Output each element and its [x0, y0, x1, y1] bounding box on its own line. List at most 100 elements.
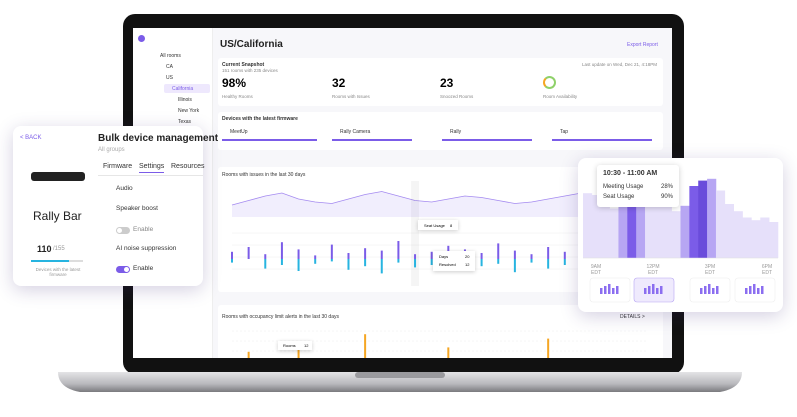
device-name: Rally Bar [33, 209, 82, 223]
back-button[interactable]: < BACK [20, 135, 42, 141]
toggle-off[interactable] [116, 227, 130, 234]
card-subtitle: All groups [98, 147, 125, 153]
device-name: Rally Camera [340, 129, 371, 135]
details-link[interactable]: DETAILS > [620, 314, 645, 320]
x-tick-label: 3PM [705, 264, 715, 270]
usage-bar [636, 193, 646, 258]
stat-value: 98% [222, 76, 247, 90]
issue-bar [297, 249, 300, 259]
issue-bar [330, 244, 333, 259]
resolved-bar [397, 259, 400, 263]
issue-bar [530, 254, 533, 259]
snapshot-panel: Current Snapshot 151 rooms with 235 devi… [218, 58, 663, 106]
usage-bar [662, 204, 672, 258]
usage-bar [609, 208, 619, 258]
resolved-bar [563, 259, 566, 265]
stat-label: Room Availability [543, 94, 578, 99]
firmware-title: Devices with the latest firmware [222, 116, 298, 122]
tab-active[interactable]: Settings [139, 163, 165, 173]
usage-bar [742, 217, 752, 258]
device-name: MeetUp [230, 129, 248, 135]
tooltip-value: 20 [465, 254, 470, 259]
firmware-panel: Devices with the latest firmware MeetUp … [218, 112, 663, 150]
usage-bar [627, 196, 637, 258]
toggle-on[interactable] [116, 266, 130, 273]
tree-item[interactable]: New York [178, 108, 200, 114]
usage-bar [689, 186, 699, 258]
usage-bar [715, 190, 726, 258]
progress [332, 139, 412, 141]
tree-item[interactable]: US [166, 75, 173, 81]
tooltip-value: 28% [661, 184, 674, 190]
resolved-bar [497, 259, 500, 264]
thumbnail-bar [700, 288, 703, 294]
issue-bar [247, 247, 250, 259]
section-title: Audio [116, 185, 133, 192]
issue-bar [563, 251, 566, 259]
snapshot-subtitle: 151 rooms with 235 devices [222, 68, 278, 73]
issue-bar [231, 251, 233, 259]
x-tick-label: EDT [762, 270, 772, 276]
thumbnail-bar [656, 288, 659, 294]
resolved-bar [347, 259, 350, 270]
usage-bar [653, 195, 664, 258]
progress [222, 139, 317, 141]
device-count: 110 [37, 244, 52, 254]
tooltip-value: 90% [661, 194, 674, 200]
resolved-bar [547, 259, 550, 269]
toggle-label: Enable [133, 265, 154, 272]
tooltip-label: Seat Usage [603, 194, 635, 200]
page-title: US/California [220, 39, 283, 50]
availability-ring [543, 76, 556, 89]
thumbnail-bar [648, 286, 651, 294]
tree-item[interactable]: CA [166, 64, 173, 70]
snapshot-title: Current Snapshot [222, 62, 265, 68]
count-label: Devices with the latest firmware [35, 267, 81, 277]
resolved-bar [314, 259, 317, 264]
issue-bar [314, 255, 317, 259]
progress-track [31, 260, 83, 262]
hover-band [411, 181, 420, 286]
occupancy-bar [247, 351, 250, 358]
stat-value: 32 [332, 76, 346, 90]
device-total: /155 [53, 246, 65, 252]
device-name: Rally [450, 129, 462, 135]
resolved-bar [414, 259, 417, 268]
tree-item[interactable]: Texas [178, 119, 192, 125]
thumbnail-bar [745, 288, 748, 294]
usage-bar [760, 217, 770, 258]
thumbnail-bar [608, 284, 611, 294]
thumbnail-bar [604, 286, 607, 294]
resolved-bar [380, 259, 383, 274]
x-tick-label: EDT [591, 270, 601, 276]
resolved-bar [280, 259, 283, 265]
logo [138, 35, 145, 42]
thumbnail-bar [749, 286, 752, 294]
thumbnail-bar [612, 288, 615, 294]
export-button[interactable]: Export Report [627, 42, 658, 48]
resolved-bar [297, 259, 300, 271]
laptop-base [58, 372, 742, 392]
progress [552, 139, 652, 141]
usage-bar [583, 193, 593, 258]
issue-bar [364, 248, 367, 259]
usage-bar [707, 178, 717, 258]
setting-name: AI noise suppression [116, 245, 177, 252]
tab[interactable]: Firmware [103, 163, 133, 170]
resolved-bar [264, 259, 267, 269]
resolved-bar [231, 259, 233, 263]
thumbnail-bar [757, 288, 760, 294]
issue-bar [397, 241, 400, 259]
occupancy-title: Rooms with occupancy limit alerts in the… [222, 314, 339, 320]
thumbnail-bar [652, 284, 655, 294]
tooltip: 10:30 - 11:00 AM Meeting Usage 28% Seat … [597, 165, 679, 207]
tree-item[interactable]: California [172, 86, 194, 92]
tree-item[interactable]: All rooms [160, 53, 181, 59]
tooltip-value: 12 [304, 343, 309, 348]
stat-label: Healthy Rooms [222, 94, 253, 99]
tooltip: Seat Usage 8 [418, 220, 458, 230]
tab[interactable]: Resources [171, 163, 205, 170]
tree-item[interactable]: Illinois [178, 97, 192, 103]
usage-bar [618, 204, 628, 258]
